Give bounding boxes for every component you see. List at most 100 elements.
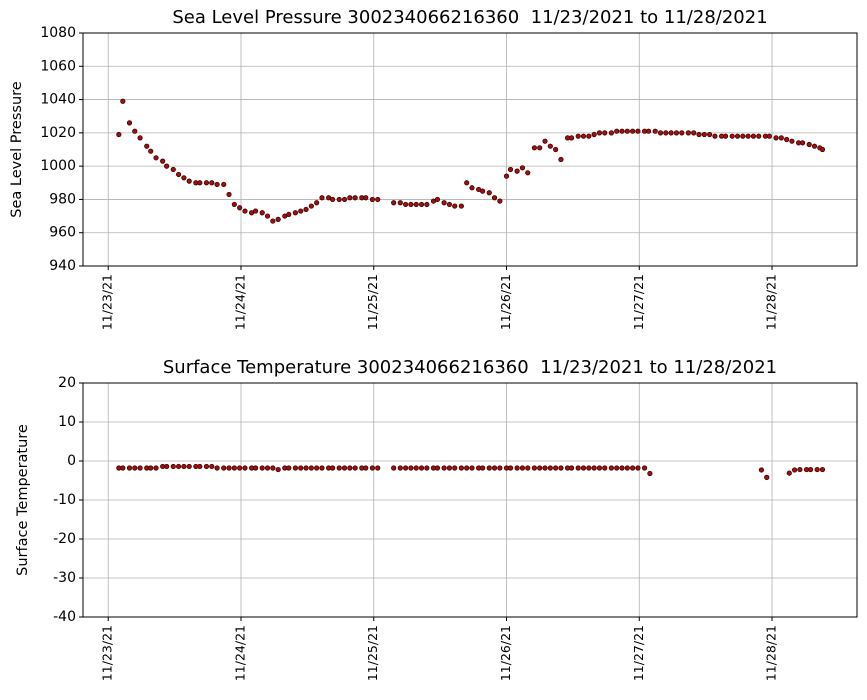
point [469, 465, 475, 471]
point [391, 200, 397, 206]
point [696, 131, 702, 138]
point [441, 200, 447, 206]
point [480, 188, 486, 194]
point [740, 133, 746, 139]
point [542, 465, 548, 471]
point [231, 201, 237, 208]
point [347, 195, 353, 201]
point [792, 467, 798, 473]
x-tick-label: 11/24/21 [232, 625, 247, 681]
point [558, 156, 564, 163]
point [734, 133, 741, 139]
point [799, 140, 806, 146]
point [286, 211, 292, 218]
point [341, 196, 348, 203]
point [480, 465, 486, 471]
point [209, 180, 215, 186]
point [352, 195, 358, 201]
point [252, 208, 259, 214]
y-tick-label: 940 [49, 258, 76, 274]
point [514, 465, 520, 471]
point [819, 466, 826, 473]
point [807, 466, 814, 473]
point [231, 465, 237, 471]
point [413, 465, 419, 471]
point [120, 465, 126, 471]
point [418, 201, 425, 208]
point [259, 465, 265, 471]
point [153, 465, 159, 471]
point [424, 201, 430, 208]
point [308, 203, 314, 209]
point [197, 463, 203, 470]
point [580, 133, 587, 139]
point [531, 465, 537, 471]
y-tick-label: 1000 [40, 158, 76, 174]
point [137, 465, 143, 471]
point [507, 166, 514, 173]
point [369, 465, 376, 471]
point [586, 465, 592, 471]
point [819, 146, 826, 153]
point [596, 130, 603, 136]
point [519, 165, 526, 171]
point [553, 146, 559, 153]
point [314, 200, 320, 206]
point [464, 180, 470, 186]
point [259, 210, 265, 216]
point [657, 130, 664, 136]
point [144, 143, 150, 149]
point [491, 465, 498, 471]
point [116, 131, 122, 138]
point [424, 465, 430, 471]
y-tick-label: -20 [53, 531, 76, 547]
point [352, 465, 358, 471]
point [120, 98, 126, 104]
point [586, 133, 592, 139]
point [203, 463, 210, 470]
point [153, 155, 159, 161]
point [458, 465, 464, 471]
y-tick-label: 1020 [40, 125, 76, 141]
x-tick-label: 11/27/21 [631, 274, 646, 330]
point [575, 133, 581, 139]
x-tick-label: 11/23/21 [100, 625, 115, 681]
subplot: Sea Level Pressure 300234066216360 11/23… [9, 7, 858, 330]
plot-frame [82, 382, 858, 618]
point [547, 143, 553, 149]
point [441, 465, 447, 471]
point [568, 465, 575, 471]
point [270, 465, 276, 471]
point [375, 465, 381, 471]
y-tick-label: -10 [53, 492, 76, 508]
point [303, 465, 309, 471]
point [209, 463, 215, 470]
point [668, 130, 674, 136]
point [363, 465, 369, 471]
point [778, 135, 784, 141]
point [375, 196, 381, 203]
point [641, 465, 648, 471]
plot-frame [82, 32, 858, 267]
point [729, 133, 735, 139]
point [347, 465, 353, 471]
y-tick-label: 1060 [40, 58, 76, 74]
point [652, 128, 658, 134]
point [514, 168, 520, 174]
point [486, 190, 492, 196]
y-axis-label: Sea Level Pressure [9, 81, 25, 217]
point [270, 218, 276, 224]
point [319, 465, 325, 471]
point [369, 196, 376, 203]
point [758, 467, 765, 473]
point [635, 128, 641, 134]
point [537, 465, 543, 471]
point [275, 216, 281, 222]
point [397, 200, 403, 206]
point [602, 130, 608, 136]
point [214, 181, 220, 188]
point [132, 128, 138, 134]
point [525, 170, 531, 176]
point [630, 465, 636, 471]
point [608, 130, 614, 136]
